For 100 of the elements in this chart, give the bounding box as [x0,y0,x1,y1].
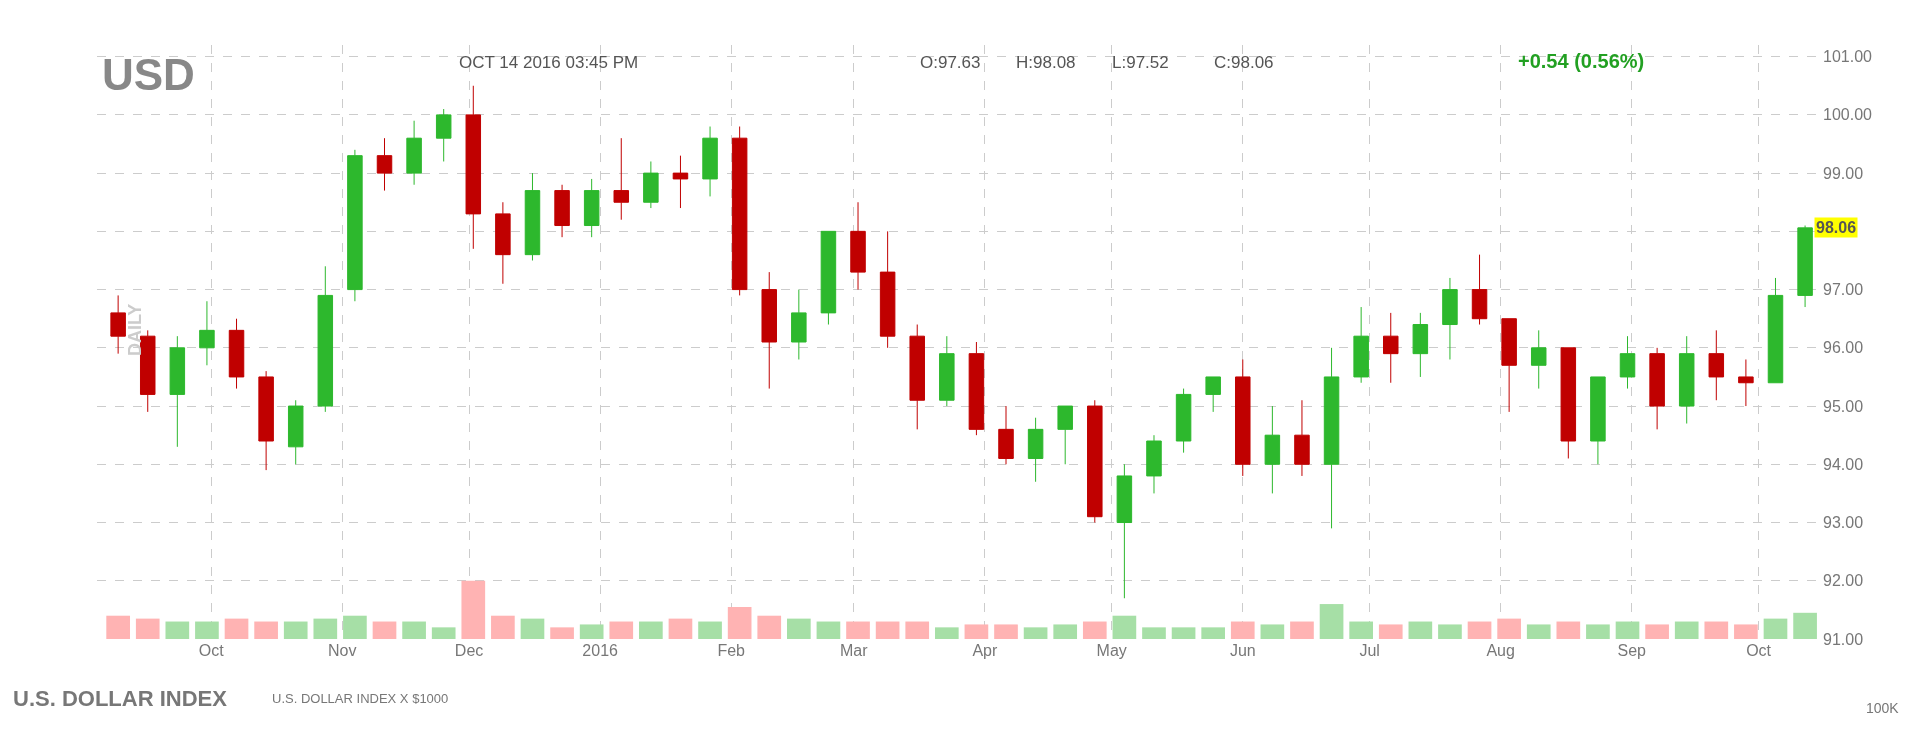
bar [283,621,308,639]
bar [1230,621,1255,639]
bar [1023,627,1048,639]
bar [934,627,959,639]
bar [1408,621,1433,639]
candlestick [939,335,955,407]
x-tick-label: Dec [454,642,484,659]
candlestick [1619,335,1636,390]
bar [1556,621,1581,639]
candlestick [524,172,541,261]
candlestick [761,271,777,390]
candlestick [850,201,866,291]
annotation: +0.54 (0.56%) [1518,50,1645,72]
candlestick [554,184,570,238]
bar [1171,627,1196,639]
bar [727,606,752,639]
bar [1734,624,1758,639]
bar [165,621,190,639]
candlestick [820,230,837,326]
bar [1112,615,1137,639]
bar [550,627,574,639]
bar [1438,624,1462,639]
y-tick-label: 95.00 [1823,397,1864,415]
bar [698,621,722,639]
candlestick [613,137,630,221]
bar [846,621,870,639]
x-tick-label: Sep [1617,642,1647,659]
bar [343,615,367,639]
bar [254,621,278,639]
candlestick [347,149,363,302]
bar [639,621,663,639]
bar [224,618,249,639]
bar [135,618,160,639]
x-tick-label: Feb [717,642,746,659]
bar [1349,621,1373,639]
y-tick-label: 99.00 [1823,164,1864,182]
candlestick [879,230,896,349]
candlestick [1797,225,1813,308]
bar [1201,627,1226,639]
text: OCT 14 2016 03:45 PM [459,53,639,72]
candlestick [258,370,274,471]
bar [402,621,426,639]
candlestick [495,201,511,285]
candlestick [376,137,393,192]
candlestick [1738,358,1754,407]
candlestick [1116,463,1133,599]
candlestick [1323,347,1340,529]
candlestick [110,294,126,355]
candlestick [169,335,186,448]
candlestick [1146,434,1162,494]
bar [609,621,634,639]
candlestick [1560,347,1577,459]
candlestick [199,300,215,366]
candlestick [583,178,600,238]
bar [520,618,545,639]
candlestick [1205,376,1221,413]
candlestick [1442,277,1458,360]
bar [1053,624,1078,639]
bar [1793,612,1817,639]
bar [313,618,338,639]
y-tick-label: 92.00 [1823,572,1864,590]
bar [1319,604,1344,639]
x-tick-label: Oct [198,642,225,659]
y-tick-label: 101.00 [1823,48,1873,66]
bar [1378,624,1403,639]
candlestick [1590,376,1606,465]
text: U.S. DOLLAR INDEX X $1000 [272,691,449,706]
bar [964,624,989,639]
bar [1615,621,1640,639]
bar [1526,624,1551,639]
bar [1497,618,1521,639]
x-tick-label: Jul [1359,642,1380,659]
annotation: L:97.52 [1112,53,1169,72]
y-tick-label: 93.00 [1823,514,1864,532]
candlestick [1057,405,1073,465]
candlestick [465,85,482,250]
x-tick-label: Nov [327,642,357,659]
candlestick [1649,347,1665,430]
bar [1763,618,1788,639]
annotation: C:98.06 [1214,53,1274,72]
y-tick-label: 91.00 [1823,630,1864,648]
bar [1142,627,1166,639]
text: U.S. DOLLAR INDEX [13,686,228,711]
candlestick [1708,329,1725,401]
text: 100K [1866,700,1900,716]
bar [1645,624,1669,639]
candlestick [435,108,452,162]
x-tick-label: Mar [840,642,869,659]
candlestick [643,160,659,209]
candlestick [139,329,156,413]
bar [1674,621,1699,639]
candlestick [287,399,304,465]
candlestick [909,324,925,430]
candlestick [1294,399,1310,477]
candlestick [1767,277,1784,384]
y-tick-label: 100.00 [1823,106,1873,124]
candlestick [1383,312,1399,384]
candlestick [672,155,689,209]
annotation: O:97.63 [920,53,981,72]
bar [195,621,219,639]
